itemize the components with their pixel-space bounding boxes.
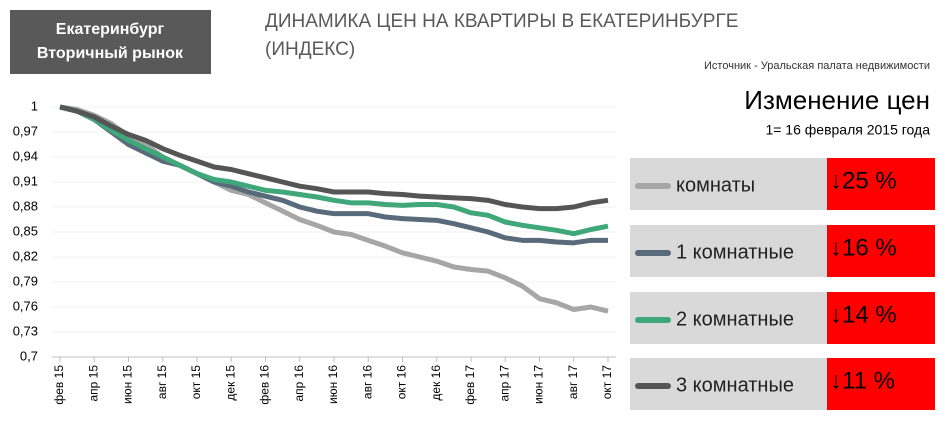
header-line: Вторичный рынок: [37, 45, 184, 62]
x-tick-label: фев 16: [258, 365, 272, 405]
header-line: Екатеринбург: [56, 21, 165, 38]
y-tick-label: 0,73: [13, 323, 38, 338]
series-line: [59, 104, 609, 212]
change-label: ↓16 %: [830, 234, 897, 261]
y-tick-label: 0,79: [13, 273, 38, 288]
series-line: [59, 104, 609, 237]
panel-title: Изменение цен: [744, 85, 930, 115]
series-line: [59, 104, 608, 246]
y-tick-label: 0,91: [13, 173, 38, 188]
legend-label: 3 комнатные: [676, 374, 794, 396]
change-label: ↓25 %: [830, 167, 897, 194]
x-tick-label: апр 15: [86, 365, 100, 402]
y-tick-label: 0,82: [13, 248, 38, 263]
x-tick-label: июн 17: [532, 365, 546, 404]
y-tick-label: 0,76: [13, 298, 38, 313]
legend-label: комнаты: [676, 174, 755, 196]
y-tick-label: 1: [31, 98, 38, 113]
x-tick-label: авг 17: [566, 365, 580, 399]
y-tick-label: 0,94: [13, 148, 38, 163]
header-box: [10, 10, 211, 74]
legend-label: 1 комнатные: [676, 241, 794, 263]
x-tick-label: авг 15: [155, 365, 169, 399]
x-tick-label: дек 15: [223, 365, 237, 401]
x-tick-label: окт 16: [395, 365, 409, 400]
change-box: [827, 225, 935, 277]
change-box: [827, 158, 935, 210]
panel-subtitle: 1= 16 февраля 2015 года: [765, 122, 930, 138]
change-label: ↓14 %: [830, 301, 897, 328]
y-tick-label: 0,85: [13, 223, 38, 238]
y-tick-label: 0,97: [13, 123, 38, 138]
x-tick-label: апр 16: [292, 365, 306, 402]
legend-label: 2 комнатные: [676, 308, 794, 330]
x-tick-label: фев 17: [463, 365, 477, 405]
x-tick-label: авг 16: [360, 365, 374, 399]
x-tick-label: фев 15: [52, 365, 66, 405]
x-tick-label: окт 17: [600, 365, 614, 400]
x-tick-label: апр 17: [497, 365, 511, 402]
chart-title: ДИНАМИКА ЦЕН НА КВАРТИРЫ В ЕКАТЕРИНБУРГЕ…: [265, 11, 744, 60]
change-box: [827, 292, 935, 344]
x-tick-label: окт 15: [189, 365, 203, 400]
y-tick-label: 0,7: [20, 348, 38, 363]
change-box: [827, 358, 935, 410]
x-tick-label: июн 16: [326, 365, 340, 404]
source: Источник - Уральская палата недвижимости: [704, 60, 930, 72]
change-label: ↓11 %: [830, 367, 895, 394]
x-tick-label: дек 16: [429, 365, 443, 401]
x-tick-label: июн 15: [121, 365, 135, 404]
y-tick-label: 0,88: [13, 198, 38, 213]
